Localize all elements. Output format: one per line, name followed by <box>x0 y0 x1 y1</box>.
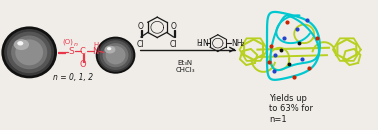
Text: n: n <box>74 42 78 47</box>
Circle shape <box>100 40 132 70</box>
Text: Cl: Cl <box>137 40 144 49</box>
Ellipse shape <box>107 47 112 50</box>
Circle shape <box>15 39 43 65</box>
Text: S: S <box>68 47 74 56</box>
Circle shape <box>7 32 51 73</box>
Circle shape <box>96 37 135 74</box>
Circle shape <box>2 26 57 78</box>
Ellipse shape <box>105 46 115 53</box>
Text: Cl: Cl <box>170 40 177 49</box>
Text: O: O <box>79 60 86 69</box>
Text: Et₃N
CHCl₃: Et₃N CHCl₃ <box>175 60 195 73</box>
Text: H: H <box>196 39 202 48</box>
Text: N: N <box>93 47 99 56</box>
Text: (O): (O) <box>62 39 73 45</box>
Circle shape <box>103 43 129 67</box>
Text: 2: 2 <box>199 43 203 47</box>
Text: Yields up
to 63% for
n=1: Yields up to 63% for n=1 <box>270 94 313 124</box>
Circle shape <box>11 35 47 69</box>
Ellipse shape <box>17 41 23 45</box>
Circle shape <box>105 46 125 64</box>
Ellipse shape <box>14 39 29 50</box>
Text: 2: 2 <box>241 43 244 47</box>
Text: C: C <box>80 47 86 56</box>
Circle shape <box>4 29 54 76</box>
Text: NH: NH <box>232 39 243 48</box>
Text: O: O <box>171 22 177 31</box>
Text: H: H <box>93 42 98 48</box>
Text: O: O <box>138 22 144 31</box>
Circle shape <box>98 38 133 72</box>
Text: n = 0, 1, 2: n = 0, 1, 2 <box>53 73 93 82</box>
Text: N: N <box>202 39 208 48</box>
